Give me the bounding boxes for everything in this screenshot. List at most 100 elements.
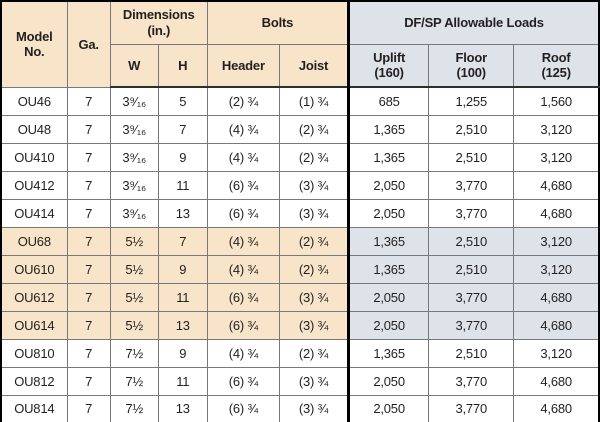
cell-width: 5½ xyxy=(109,226,159,256)
table-row: OU610 7 5½ 9 (4) ¾ (2) ¾ 1,365 2,510 3,1… xyxy=(0,254,600,284)
cell-floor: 2,510 xyxy=(428,338,515,368)
cell-floor: 3,770 xyxy=(428,282,515,312)
cell-bolts-header: (6) ¾ xyxy=(206,198,280,228)
cell-bolts-joist: (3) ¾ xyxy=(278,310,351,340)
header-width: W xyxy=(109,43,159,88)
cell-bolts-joist: (3) ¾ xyxy=(278,198,351,228)
cell-uplift: 1,365 xyxy=(348,226,430,256)
header-height: H xyxy=(157,43,208,88)
cell-model: OU614 xyxy=(0,310,68,340)
cell-roof: 4,680 xyxy=(513,366,600,396)
table-row: OU48 7 3⁹⁄₁₆ 7 (4) ¾ (2) ¾ 1,365 2,510 3… xyxy=(0,114,600,144)
table-body: OU46 7 3⁹⁄₁₆ 5 (2) ¾ (1) ¾ 685 1,255 1,5… xyxy=(0,86,600,422)
cell-gauge: 7 xyxy=(66,366,111,396)
cell-uplift: 685 xyxy=(348,86,430,116)
cell-floor: 3,770 xyxy=(428,198,515,228)
table-row: OU414 7 3⁹⁄₁₆ 13 (6) ¾ (3) ¾ 2,050 3,770… xyxy=(0,198,600,228)
cell-model: OU46 xyxy=(0,86,68,116)
cell-width: 3⁹⁄₁₆ xyxy=(109,114,159,144)
table-row: OU812 7 7½ 11 (6) ¾ (3) ¾ 2,050 3,770 4,… xyxy=(0,366,600,396)
cell-bolts-header: (6) ¾ xyxy=(206,394,280,422)
cell-width: 7½ xyxy=(109,338,159,368)
cell-uplift: 2,050 xyxy=(348,366,430,396)
cell-gauge: 7 xyxy=(66,198,111,228)
cell-height: 9 xyxy=(157,254,208,284)
header-gauge: Ga. xyxy=(66,0,111,88)
cell-model: OU68 xyxy=(0,226,68,256)
cell-height: 5 xyxy=(157,86,208,116)
cell-model: OU812 xyxy=(0,366,68,396)
header-model-no: Model No. xyxy=(0,0,68,88)
table-row: OU810 7 7½ 9 (4) ¾ (2) ¾ 1,365 2,510 3,1… xyxy=(0,338,600,368)
cell-gauge: 7 xyxy=(66,142,111,172)
cell-height: 11 xyxy=(157,170,208,200)
cell-roof: 3,120 xyxy=(513,114,600,144)
header-floor: Floor (100) xyxy=(428,43,515,88)
header-bolts-joist: Joist xyxy=(278,43,351,88)
cell-bolts-header: (4) ¾ xyxy=(206,142,280,172)
cell-roof: 3,120 xyxy=(513,338,600,368)
cell-height: 7 xyxy=(157,226,208,256)
cell-model: OU610 xyxy=(0,254,68,284)
table-row: OU612 7 5½ 11 (6) ¾ (3) ¾ 2,050 3,770 4,… xyxy=(0,282,600,312)
cell-floor: 2,510 xyxy=(428,114,515,144)
header-allowable-loads-group: DF/SP Allowable Loads xyxy=(348,0,600,45)
cell-gauge: 7 xyxy=(66,394,111,422)
cell-model: OU814 xyxy=(0,394,68,422)
cell-floor: 2,510 xyxy=(428,226,515,256)
cell-roof: 4,680 xyxy=(513,310,600,340)
cell-floor: 2,510 xyxy=(428,142,515,172)
cell-floor: 3,770 xyxy=(428,394,515,422)
cell-gauge: 7 xyxy=(66,226,111,256)
cell-bolts-header: (2) ¾ xyxy=(206,86,280,116)
cell-gauge: 7 xyxy=(66,254,111,284)
cell-width: 3⁹⁄₁₆ xyxy=(109,170,159,200)
cell-bolts-header: (4) ¾ xyxy=(206,114,280,144)
cell-bolts-joist: (2) ¾ xyxy=(278,338,351,368)
cell-bolts-joist: (1) ¾ xyxy=(278,86,351,116)
cell-bolts-header: (6) ¾ xyxy=(206,170,280,200)
cell-uplift: 2,050 xyxy=(348,394,430,422)
table-row: OU412 7 3⁹⁄₁₆ 11 (6) ¾ (3) ¾ 2,050 3,770… xyxy=(0,170,600,200)
header-dimensions-group: Dimensions (in.) xyxy=(109,0,208,45)
cell-bolts-header: (6) ¾ xyxy=(206,282,280,312)
cell-width: 7½ xyxy=(109,394,159,422)
cell-bolts-joist: (3) ¾ xyxy=(278,394,351,422)
cell-model: OU410 xyxy=(0,142,68,172)
cell-height: 9 xyxy=(157,338,208,368)
table-header: Model No. Ga. Dimensions (in.) Bolts DF/… xyxy=(0,0,600,88)
cell-bolts-joist: (2) ¾ xyxy=(278,114,351,144)
table-row: OU46 7 3⁹⁄₁₆ 5 (2) ¾ (1) ¾ 685 1,255 1,5… xyxy=(0,86,600,116)
cell-gauge: 7 xyxy=(66,338,111,368)
cell-bolts-joist: (3) ¾ xyxy=(278,282,351,312)
cell-roof: 4,680 xyxy=(513,170,600,200)
cell-gauge: 7 xyxy=(66,86,111,116)
cell-uplift: 2,050 xyxy=(348,198,430,228)
cell-width: 3⁹⁄₁₆ xyxy=(109,198,159,228)
cell-width: 7½ xyxy=(109,366,159,396)
cell-height: 11 xyxy=(157,366,208,396)
table-row: OU614 7 5½ 13 (6) ¾ (3) ¾ 2,050 3,770 4,… xyxy=(0,310,600,340)
cell-roof: 3,120 xyxy=(513,254,600,284)
cell-uplift: 2,050 xyxy=(348,170,430,200)
cell-gauge: 7 xyxy=(66,114,111,144)
cell-height: 13 xyxy=(157,310,208,340)
table-row: OU68 7 5½ 7 (4) ¾ (2) ¾ 1,365 2,510 3,12… xyxy=(0,226,600,256)
cell-roof: 4,680 xyxy=(513,282,600,312)
header-bolts-group: Bolts xyxy=(206,0,351,45)
cell-bolts-header: (4) ¾ xyxy=(206,254,280,284)
cell-gauge: 7 xyxy=(66,310,111,340)
cell-uplift: 2,050 xyxy=(348,310,430,340)
header-bolts-header: Header xyxy=(206,43,280,88)
cell-roof: 3,120 xyxy=(513,142,600,172)
cell-floor: 3,770 xyxy=(428,170,515,200)
cell-width: 5½ xyxy=(109,310,159,340)
cell-bolts-header: (4) ¾ xyxy=(206,226,280,256)
cell-gauge: 7 xyxy=(66,282,111,312)
cell-bolts-header: (6) ¾ xyxy=(206,366,280,396)
cell-width: 3⁹⁄₁₆ xyxy=(109,142,159,172)
cell-uplift: 1,365 xyxy=(348,254,430,284)
cell-uplift: 2,050 xyxy=(348,282,430,312)
cell-height: 9 xyxy=(157,142,208,172)
